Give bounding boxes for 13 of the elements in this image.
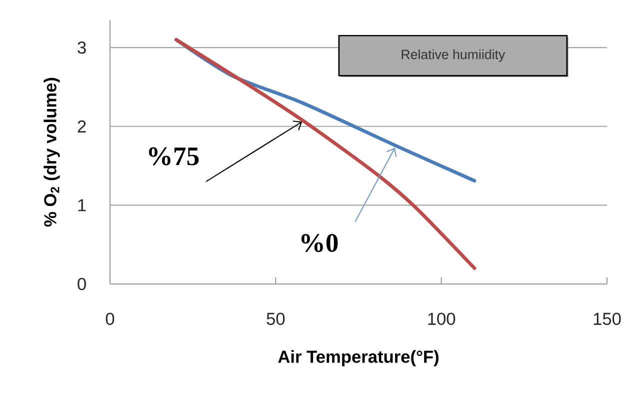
y-tick-label: 1 [78,199,86,212]
y-tick-label: 0 [78,278,86,290]
annotation: %0 [301,234,338,252]
x-tick-label: 150 [594,312,621,325]
x-axis-title: Air Temperature(°F) [278,350,438,366]
x-tick-label: 100 [428,312,456,325]
annotation: Relative humiidity [402,49,506,62]
y-tick-label: 3 [78,41,86,54]
annotation: %75 [149,147,199,166]
x-tick-label: 0 [106,312,114,325]
x-tick-label: 50 [266,312,285,325]
y-axis-title: % O$_{2}$ (dry volume) [44,78,60,227]
y-tick-label: 2 [78,120,86,132]
